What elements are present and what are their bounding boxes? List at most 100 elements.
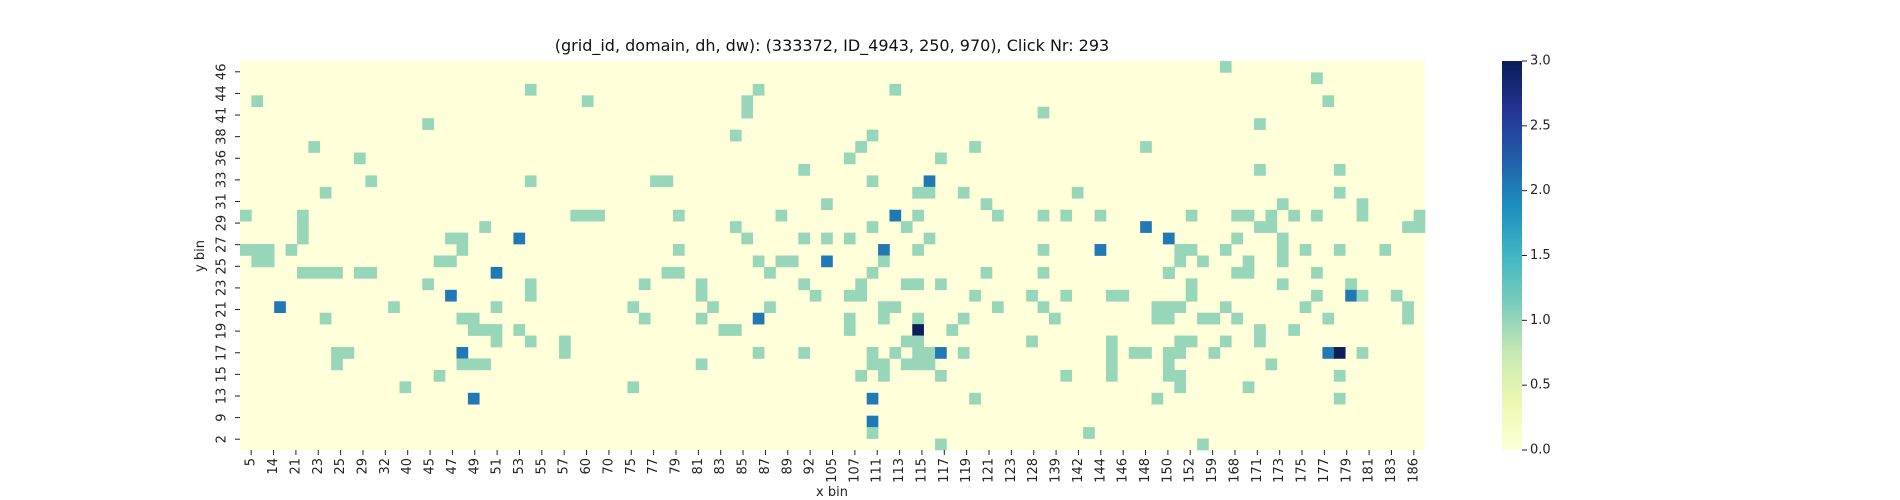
heatmap-cell bbox=[467, 358, 480, 371]
x-tick-label: 70 bbox=[601, 458, 616, 475]
heatmap-cell bbox=[1105, 289, 1118, 302]
x-tick-label: 49 bbox=[467, 458, 482, 475]
heatmap-cell bbox=[1037, 209, 1050, 222]
heatmap-cell bbox=[240, 209, 252, 222]
heatmap-cell bbox=[866, 347, 879, 359]
y-tick-label: 13 bbox=[215, 388, 230, 405]
x-tick-label: 5 bbox=[244, 458, 259, 466]
heatmap-cell bbox=[1094, 244, 1107, 256]
heatmap-cell bbox=[1185, 278, 1198, 291]
heatmap-cell bbox=[912, 358, 924, 371]
heatmap-cell bbox=[1048, 312, 1061, 325]
heatmap-cell bbox=[798, 163, 811, 176]
y-tick-label: 19 bbox=[215, 323, 230, 340]
x-tick-label: 152 bbox=[1183, 458, 1198, 483]
heatmap-cell bbox=[524, 289, 537, 302]
heatmap-cell bbox=[1276, 278, 1289, 291]
heatmap-cell bbox=[798, 347, 811, 359]
heatmap-cell bbox=[912, 324, 924, 336]
heatmap-cell bbox=[900, 335, 913, 348]
x-tick-label: 183 bbox=[1384, 458, 1399, 483]
heatmap-cell bbox=[912, 186, 924, 199]
heatmap-cell bbox=[262, 244, 275, 256]
heatmap-cell bbox=[1254, 118, 1266, 130]
heatmap-cell bbox=[1197, 438, 1209, 451]
heatmap-cell bbox=[1174, 369, 1187, 382]
x-tick-label: 92 bbox=[803, 458, 818, 475]
heatmap-cell bbox=[1219, 301, 1232, 313]
y-tick-label: 25 bbox=[215, 258, 230, 275]
x-tick-label: 25 bbox=[333, 458, 348, 475]
heatmap-cell bbox=[843, 312, 856, 325]
heatmap-cell bbox=[479, 221, 491, 233]
x-tick-label: 144 bbox=[1093, 458, 1108, 483]
x-tick-label: 117 bbox=[937, 458, 952, 483]
heatmap-cell bbox=[353, 152, 366, 165]
heatmap-cell bbox=[1379, 244, 1392, 256]
heatmap-cell bbox=[581, 209, 594, 222]
heatmap-cell bbox=[1140, 347, 1152, 359]
heatmap-cell bbox=[331, 358, 343, 371]
heatmap-cell bbox=[1254, 324, 1266, 336]
y-axis-label: y bin bbox=[193, 240, 208, 272]
heatmap-cell bbox=[969, 141, 981, 153]
heatmap-cell bbox=[490, 335, 503, 348]
heatmap-cell bbox=[251, 244, 264, 256]
heatmap-cell bbox=[1276, 255, 1289, 268]
heatmap-cell bbox=[866, 175, 879, 188]
heatmap-cell bbox=[1185, 289, 1198, 302]
heatmap-cell bbox=[809, 289, 822, 302]
heatmap-cell bbox=[1105, 369, 1118, 382]
heatmap-cell bbox=[559, 335, 571, 348]
heatmap-cell bbox=[1162, 358, 1175, 371]
heatmap-cell bbox=[456, 232, 469, 245]
heatmap-cell bbox=[467, 324, 480, 336]
y-tick-label: 23 bbox=[215, 280, 230, 297]
heatmap-cell bbox=[1219, 335, 1232, 348]
heatmap-cell bbox=[1185, 335, 1198, 348]
heatmap-cell bbox=[1219, 244, 1232, 256]
x-tick-label: 53 bbox=[512, 458, 527, 475]
heatmap-cell bbox=[1162, 232, 1175, 245]
heatmap-cell bbox=[1322, 312, 1335, 325]
heatmap-cell bbox=[1276, 198, 1289, 211]
heatmap-cell bbox=[1333, 244, 1346, 256]
heatmap-cell bbox=[798, 232, 811, 245]
x-tick-label: 123 bbox=[1004, 458, 1019, 483]
heatmap-cell bbox=[456, 358, 469, 371]
heatmap-cell bbox=[445, 255, 457, 268]
heatmap-cell bbox=[695, 312, 708, 325]
x-tick-label: 60 bbox=[579, 458, 594, 475]
heatmap-cell bbox=[467, 392, 480, 405]
x-tick-label: 142 bbox=[1071, 458, 1086, 483]
heatmap-cell bbox=[718, 324, 731, 336]
heatmap-cell bbox=[353, 266, 366, 279]
heatmap-cell bbox=[707, 301, 719, 313]
x-tick-label: 87 bbox=[758, 458, 773, 475]
x-axis-label: x bin bbox=[816, 485, 848, 500]
heatmap-cell bbox=[445, 232, 457, 245]
heatmap-cell bbox=[1162, 266, 1175, 279]
heatmap-cell bbox=[1402, 312, 1414, 325]
x-tick-label: 32 bbox=[378, 458, 393, 475]
colorbar-tick-label: 0.5 bbox=[1530, 378, 1551, 393]
heatmap-cell bbox=[1071, 186, 1084, 199]
heatmap-cell bbox=[741, 232, 754, 245]
heatmap-cell bbox=[308, 141, 321, 153]
x-tick-label: 113 bbox=[892, 458, 907, 483]
heatmap-cell bbox=[524, 175, 537, 188]
heatmap-cell bbox=[1276, 232, 1289, 245]
heatmap-cell bbox=[866, 392, 879, 405]
x-tick-label: 57 bbox=[557, 458, 572, 475]
heatmap-cell bbox=[672, 209, 685, 222]
heatmap-cell bbox=[467, 312, 480, 325]
x-tick-label: 83 bbox=[713, 458, 728, 475]
heatmap-cell bbox=[980, 198, 993, 211]
x-tick-label: 47 bbox=[445, 458, 460, 475]
x-tick-label: 85 bbox=[736, 458, 751, 475]
x-tick-label: 89 bbox=[780, 458, 795, 475]
heatmap-cell bbox=[1208, 347, 1221, 359]
x-tick-label: 159 bbox=[1205, 458, 1220, 483]
heatmap-cell bbox=[251, 255, 264, 268]
heatmap-cell bbox=[889, 347, 902, 359]
